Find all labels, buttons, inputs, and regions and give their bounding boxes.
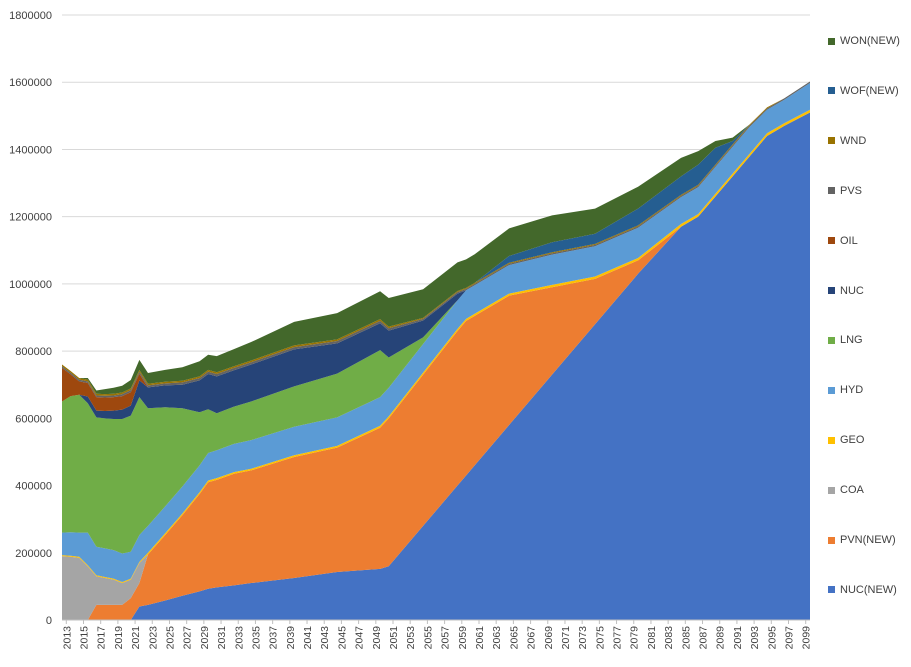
legend-swatch xyxy=(828,287,835,294)
legend-label: HYD xyxy=(840,384,864,397)
legend-item: OIL xyxy=(828,234,858,248)
y-tick-label: 0 xyxy=(46,615,52,627)
x-tick-label: 2083 xyxy=(663,626,675,650)
legend-label: NUC(NEW) xyxy=(840,583,897,596)
legend-swatch xyxy=(828,486,835,494)
legend-swatch xyxy=(828,137,835,145)
x-tick-label: 2025 xyxy=(164,626,176,650)
legend-swatch xyxy=(828,386,835,394)
legend-item: HYD xyxy=(828,383,863,397)
legend-item: LNG xyxy=(828,333,863,347)
area-series-hyd xyxy=(62,82,810,583)
legend-item: NUC xyxy=(828,284,864,298)
x-tick-label: 2085 xyxy=(680,626,692,650)
area-series-pvn-new xyxy=(62,112,810,620)
x-tick-label: 2051 xyxy=(388,626,400,650)
x-tick-label: 2063 xyxy=(491,626,503,650)
x-tick-label: 2091 xyxy=(732,626,744,650)
x-tick-label: 2041 xyxy=(302,626,314,650)
x-tick-label: 2067 xyxy=(526,626,538,650)
x-tick-label: 2069 xyxy=(543,626,555,650)
x-tick-label: 2061 xyxy=(474,626,486,650)
x-tick-label: 2079 xyxy=(629,626,641,650)
legend-swatch xyxy=(828,87,835,95)
legend-label: NUC xyxy=(840,284,864,297)
x-tick-label: 2059 xyxy=(457,626,469,650)
x-tick-label: 2017 xyxy=(96,626,108,650)
legend-swatch xyxy=(828,37,835,45)
legend-label: LNG xyxy=(840,334,863,347)
x-tick-label: 2057 xyxy=(440,626,452,650)
x-tick-label: 2089 xyxy=(715,626,727,650)
x-tick-label: 2081 xyxy=(646,626,658,650)
x-tick-label: 2075 xyxy=(594,626,606,650)
x-tick-label: 2047 xyxy=(354,626,366,650)
x-tick-label: 2029 xyxy=(199,626,211,650)
y-tick-label: 1200000 xyxy=(9,212,52,224)
legend-item: NUC(NEW) xyxy=(828,583,897,597)
x-tick-label: 2019 xyxy=(113,626,125,650)
x-tick-label: 2033 xyxy=(233,626,245,650)
legend-label: WND xyxy=(840,134,867,147)
legend-label: WOF(NEW) xyxy=(840,84,899,97)
legend-label: WON(NEW) xyxy=(840,35,900,47)
legend-swatch xyxy=(828,336,835,344)
x-tick-label: 2031 xyxy=(216,626,228,650)
legend-swatch xyxy=(828,436,835,444)
x-tick-label: 2015 xyxy=(78,626,90,650)
x-tick-label: 2023 xyxy=(147,626,159,650)
y-tick-label: 800000 xyxy=(15,346,52,358)
y-tick-label: 200000 xyxy=(15,548,52,560)
x-tick-label: 2037 xyxy=(268,626,280,650)
legend-item: GEO xyxy=(828,433,864,447)
legend-item: WOF(NEW) xyxy=(828,84,899,98)
legend-swatch xyxy=(828,586,835,594)
x-tick-label: 2053 xyxy=(405,626,417,650)
y-tick-label: 1400000 xyxy=(9,144,52,156)
legend-label: OIL xyxy=(840,234,858,247)
area-series-coa xyxy=(62,112,810,620)
y-tick-label: 1600000 xyxy=(9,77,52,89)
x-tick-label: 2097 xyxy=(784,626,796,650)
x-tick-label: 2071 xyxy=(560,626,572,650)
x-tick-label: 2045 xyxy=(336,626,348,650)
legend-label: PVS xyxy=(840,184,863,197)
legend-item: PVS xyxy=(828,184,862,198)
legend-swatch xyxy=(828,536,835,544)
legend-item: COA xyxy=(828,483,864,497)
x-tick-label: 2043 xyxy=(319,626,331,650)
legend-label: COA xyxy=(840,484,864,497)
x-tick-label: 2035 xyxy=(250,626,262,650)
x-tick-label: 2013 xyxy=(61,626,73,650)
area-series-layer xyxy=(62,81,810,620)
legend-item: WND xyxy=(828,134,866,148)
x-tick-label: 2039 xyxy=(285,626,297,650)
y-tick-label: 400000 xyxy=(15,481,52,493)
legend-swatch xyxy=(828,237,835,245)
x-tick-label: 2049 xyxy=(371,626,383,650)
legend-label: PVN(NEW) xyxy=(840,534,896,546)
y-tick-label: 600000 xyxy=(15,413,52,425)
x-tick-label: 2077 xyxy=(612,626,624,650)
y-tick-label: 1800000 xyxy=(9,10,52,22)
x-tick-label: 2073 xyxy=(577,626,589,650)
x-tick-label: 2099 xyxy=(801,626,813,650)
area-series-lng xyxy=(62,82,810,554)
x-tick-label: 2093 xyxy=(749,626,761,650)
x-tick-label: 2027 xyxy=(182,626,194,650)
x-tick-label: 2065 xyxy=(508,626,520,650)
legend-item: PVN(NEW) xyxy=(828,533,896,547)
legend-swatch xyxy=(828,187,835,195)
y-tick-label: 1000000 xyxy=(9,279,52,291)
legend-label: GEO xyxy=(840,434,865,447)
x-tick-label: 2055 xyxy=(422,626,434,650)
x-tick-label: 2095 xyxy=(766,626,778,650)
area-series-nuc-new xyxy=(62,112,810,620)
axes: 0 200000 400000 600000 800000 1000000 1200000 1… xyxy=(9,10,813,649)
x-tick-label: 2021 xyxy=(130,626,142,650)
legend-item: WON(NEW) xyxy=(828,34,900,48)
x-tick-label: 2087 xyxy=(698,626,710,650)
